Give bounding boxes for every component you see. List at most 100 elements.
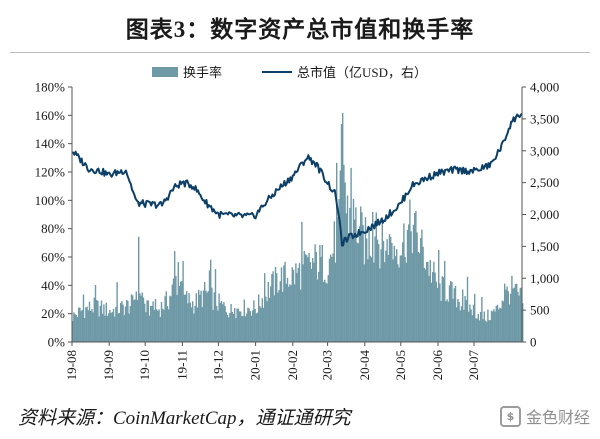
turnover-bar [438,250,440,342]
turnover-bar [448,285,451,342]
turnover-bar [153,309,155,342]
turnover-bar [414,213,416,342]
turnover-bar [241,316,243,342]
turnover-bar [286,277,289,342]
legend-line-label: 总市值（亿USD，右） [297,65,427,80]
turnover-bar [364,217,367,342]
y-left-tick-label: 20% [41,306,65,321]
x-tick-label: 20-06 [430,350,445,381]
turnover-bar [354,219,356,342]
turnover-bar [490,310,493,342]
y-left-tick-label: 140% [35,136,66,151]
turnover-bar [458,301,460,342]
turnover-bar [190,307,193,342]
turnover-bar [188,293,190,342]
turnover-bar [387,254,389,342]
turnover-bar [472,304,475,342]
turnover-bar [468,311,470,342]
turnover-bar [304,254,307,342]
turnover-bar [470,309,472,342]
turnover-bar [151,306,153,342]
turnover-bar [433,261,435,342]
turnover-bar [235,318,237,342]
turnover-bar [404,256,406,342]
turnover-bar [72,321,74,342]
turnover-bar [328,258,331,342]
turnover-bar [154,299,157,342]
turnover-bar [349,207,351,342]
turnover-bar [475,318,477,342]
turnover-bar [110,312,112,342]
turnover-bar [510,293,512,342]
turnover-bar [86,306,88,342]
turnover-bar [517,291,519,342]
turnover-bar [421,229,423,342]
turnover-bar [192,301,194,342]
turnover-bar [199,294,201,342]
turnover-bar [242,315,244,342]
turnover-bar [424,269,427,342]
turnover-bar [280,267,283,342]
turnover-bar [488,320,490,342]
turnover-bar [406,229,409,342]
y-right-tick-label: 0 [530,335,537,350]
turnover-bar [116,282,118,342]
turnover-bar [135,291,137,342]
y-left-tick-label: 160% [35,108,66,123]
turnover-bar [506,286,508,342]
turnover-bar [195,293,197,342]
turnover-bar [283,265,285,342]
turnover-bar [118,312,121,342]
turnover-bar [278,289,280,342]
turnover-bar [325,282,327,342]
turnover-bar [208,270,211,342]
turnover-bar [457,299,459,342]
turnover-bar [230,303,232,342]
turnover-bar [234,307,236,342]
turnover-bar [105,302,107,342]
turnover-bar [508,304,511,342]
turnover-bar [309,262,311,342]
turnover-bar [207,291,209,342]
turnover-bar [138,236,140,342]
turnover-bar [301,221,303,342]
turnover-bar [240,311,242,342]
turnover-bar [358,226,361,342]
turnover-bar [343,164,345,342]
turnover-bar [127,300,129,342]
x-tick-label: 20-03 [320,350,335,380]
turnover-bar [256,312,259,342]
turnover-bar [210,259,212,342]
turnover-bar [196,307,199,342]
turnover-bar [356,242,358,342]
turnover-bar [297,267,299,342]
turnover-bar [308,253,310,342]
turnover-bar [495,305,497,342]
turnover-bar [273,295,275,342]
turnover-bar [471,315,473,342]
turnover-bar [157,310,159,342]
turnover-bar [290,285,292,342]
turnover-bar [417,251,419,342]
turnover-bar [266,301,268,342]
turnover-bar [141,292,143,342]
turnover-bar [498,309,500,342]
turnover-bar [104,315,106,342]
turnover-bar [260,307,262,342]
turnover-bar [494,311,496,342]
turnover-bar [291,267,293,342]
turnover-bar [492,311,494,342]
turnover-bar [499,307,501,342]
turnover-bar [136,299,139,342]
turnover-bar [169,295,171,342]
turnover-bar [429,259,431,342]
x-tick-label: 19-09 [101,350,116,380]
turnover-bar [171,284,173,342]
turnover-bar [507,291,509,342]
turnover-bar [130,294,133,342]
turnover-bar [142,297,145,342]
x-tick-label: 19-11 [174,350,189,380]
turnover-bar [211,287,213,342]
turnover-bar [355,207,357,342]
turnover-bar [478,320,481,342]
